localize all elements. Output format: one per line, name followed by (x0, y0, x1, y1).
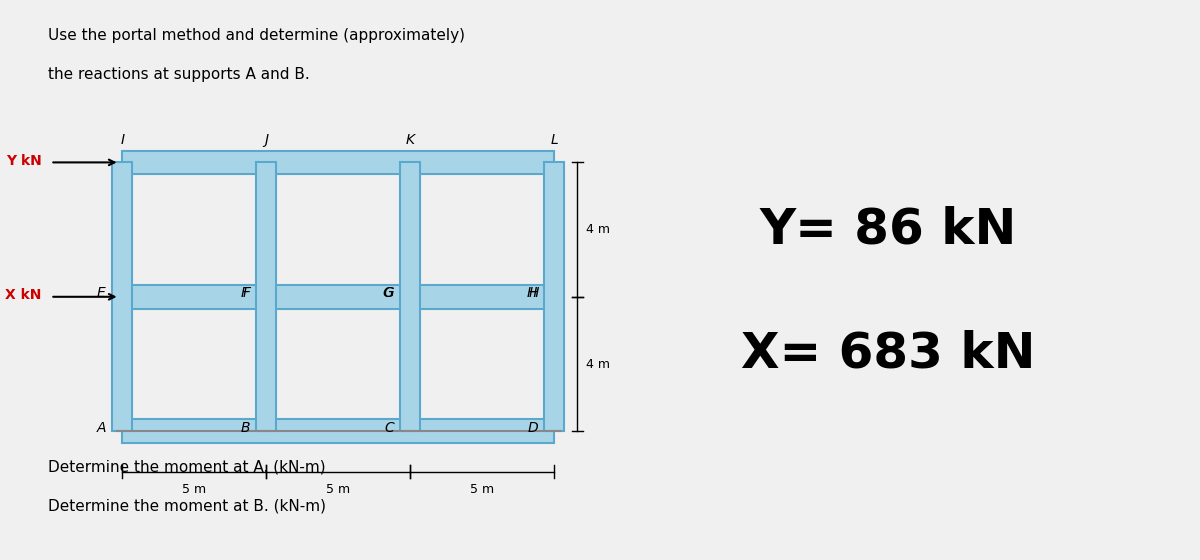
Text: 4 m: 4 m (586, 357, 610, 371)
Text: Determine the moment at B. (kN-m): Determine the moment at B. (kN-m) (48, 498, 326, 514)
Text: Y= 86 kN: Y= 86 kN (760, 206, 1016, 254)
Text: Use the portal method and determine (approximately): Use the portal method and determine (app… (48, 28, 466, 43)
Text: G: G (384, 287, 395, 300)
Text: 5 m: 5 m (182, 483, 206, 496)
FancyBboxPatch shape (113, 162, 132, 431)
Text: D: D (528, 421, 539, 435)
Text: C: C (385, 421, 395, 435)
Text: G: G (383, 287, 394, 300)
Text: F: F (241, 287, 250, 300)
Text: 5 m: 5 m (470, 483, 494, 496)
Text: B: B (241, 421, 251, 435)
Text: H: H (528, 287, 539, 300)
FancyBboxPatch shape (545, 162, 564, 431)
FancyBboxPatch shape (257, 162, 276, 431)
Text: K: K (406, 133, 415, 147)
FancyBboxPatch shape (122, 419, 554, 443)
Text: H: H (527, 287, 538, 300)
Text: A: A (97, 421, 107, 435)
Text: X= 683 kN: X= 683 kN (740, 330, 1036, 378)
FancyBboxPatch shape (122, 151, 554, 174)
Text: X kN: X kN (5, 288, 42, 302)
Text: Y kN: Y kN (6, 153, 42, 168)
Text: L: L (551, 133, 558, 147)
Text: I: I (120, 133, 125, 147)
Text: 4 m: 4 m (586, 223, 610, 236)
FancyBboxPatch shape (401, 162, 420, 431)
Text: E: E (96, 287, 106, 300)
Text: F: F (242, 287, 251, 300)
Text: Determine the moment at A. (kN-m): Determine the moment at A. (kN-m) (48, 459, 325, 474)
Text: 5 m: 5 m (326, 483, 350, 496)
Text: the reactions at supports A and B.: the reactions at supports A and B. (48, 67, 310, 82)
FancyBboxPatch shape (122, 285, 554, 309)
Text: J: J (264, 133, 269, 147)
